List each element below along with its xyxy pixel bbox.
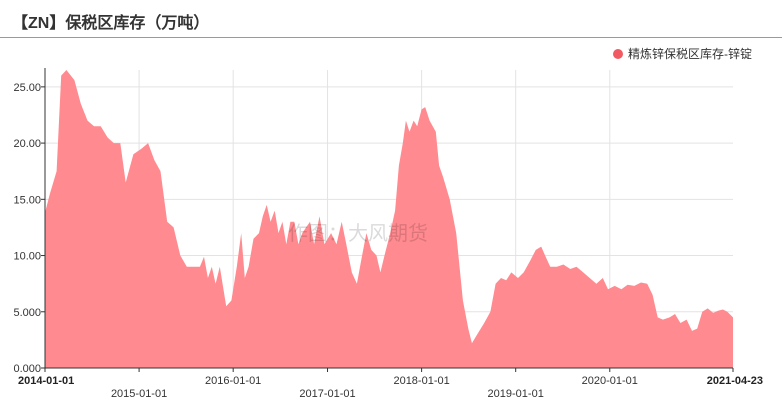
y-axis-ticks: 0.000 5.000 10.00 15.00 20.00 25.00 <box>13 82 45 375</box>
x-tick-label: 2019-01-01 <box>488 388 544 400</box>
y-tick-label: 0.000 <box>13 363 41 375</box>
x-tick-label: 2018-01-01 <box>393 375 449 387</box>
x-axis-ticks: 2014-01-01 2015-01-01 2016-01-01 2017-01-01… <box>18 368 763 400</box>
title-divider <box>0 37 782 38</box>
axes <box>44 68 733 369</box>
y-tick-label: 25.00 <box>13 82 41 94</box>
legend-marker <box>613 48 623 59</box>
x-tick-label: 2015-01-01 <box>111 388 167 400</box>
chart-title: 【ZN】保税区库存（万吨） <box>12 15 210 32</box>
y-tick-label: 10.00 <box>13 251 41 263</box>
watermark-text: 作图：大风期货 <box>288 222 428 245</box>
x-tick-label: 2016-01-01 <box>205 375 261 387</box>
chart-legend[interactable]: 精炼锌保税区库存-锌锭 <box>613 45 752 62</box>
x-tick-label: 2017-01-01 <box>299 388 355 400</box>
x-tick-label: 2020-01-01 <box>582 375 638 387</box>
y-tick-label: 15.00 <box>13 194 41 206</box>
series-area-zinc-inventory <box>45 70 733 368</box>
x-tick-label: 2014-01-01 <box>18 375 74 387</box>
y-tick-label: 5.000 <box>13 307 41 319</box>
legend-label: 精炼锌保税区库存-锌锭 <box>628 47 752 61</box>
y-tick-label: 20.00 <box>13 138 41 150</box>
x-tick-label: 2021-04-23 <box>707 375 763 387</box>
